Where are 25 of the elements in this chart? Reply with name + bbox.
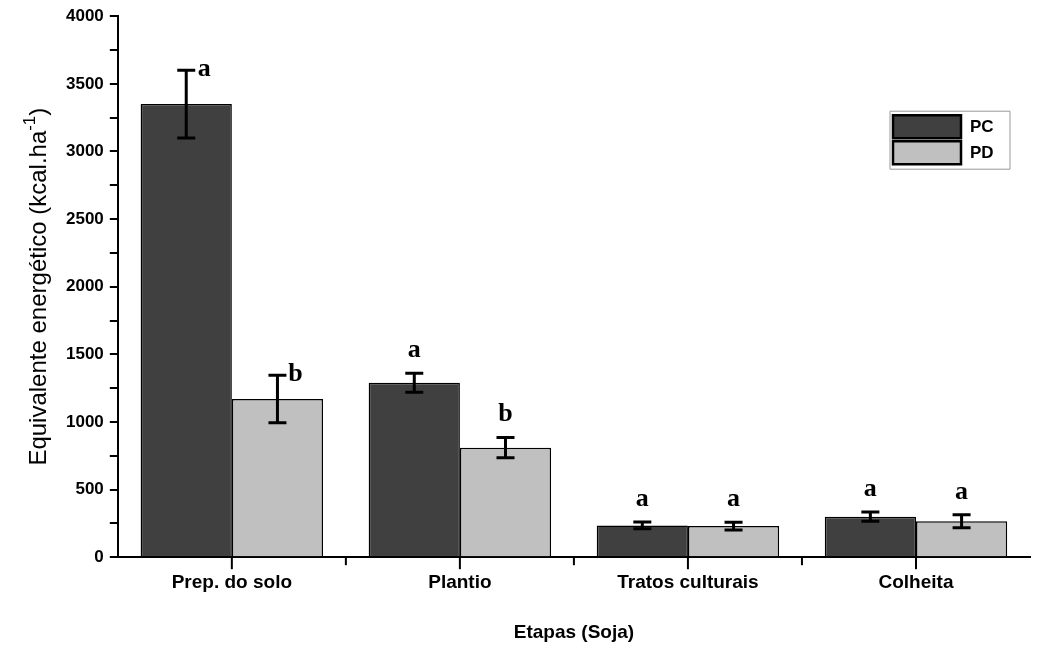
x-tick-label: Tratos culturais	[617, 570, 759, 592]
y-tick-label: 0	[94, 546, 104, 566]
data-label: a	[407, 333, 421, 363]
data-label: b	[498, 398, 513, 428]
x-tick-label: Colheita	[878, 570, 954, 592]
legend-label: PC	[970, 116, 994, 136]
y-tick-label: 3000	[65, 141, 104, 161]
y-tick-label: 4000	[65, 5, 104, 25]
data-label: a	[863, 472, 877, 502]
data-label: a	[635, 482, 649, 512]
data-label: b	[288, 358, 303, 388]
y-tick-label: 2000	[65, 276, 104, 296]
y-axis-title: Equivalente energético (kcal.ha-1)	[20, 107, 51, 466]
y-tick-label: 1000	[65, 411, 104, 431]
data-label: a	[727, 483, 741, 513]
y-tick-label: 2500	[65, 208, 104, 228]
x-tick-label: Plantio	[428, 570, 492, 592]
y-tick-label: 1500	[65, 344, 104, 364]
data-label: a	[197, 53, 211, 83]
data-label: a	[955, 475, 969, 505]
legend-label: PD	[970, 142, 994, 162]
y-tick-label: 500	[75, 479, 104, 499]
x-tick-label: Prep. do solo	[171, 570, 293, 592]
y-tick-label: 3500	[65, 73, 104, 93]
x-axis-title: Etapas (Soja)	[513, 621, 635, 642]
